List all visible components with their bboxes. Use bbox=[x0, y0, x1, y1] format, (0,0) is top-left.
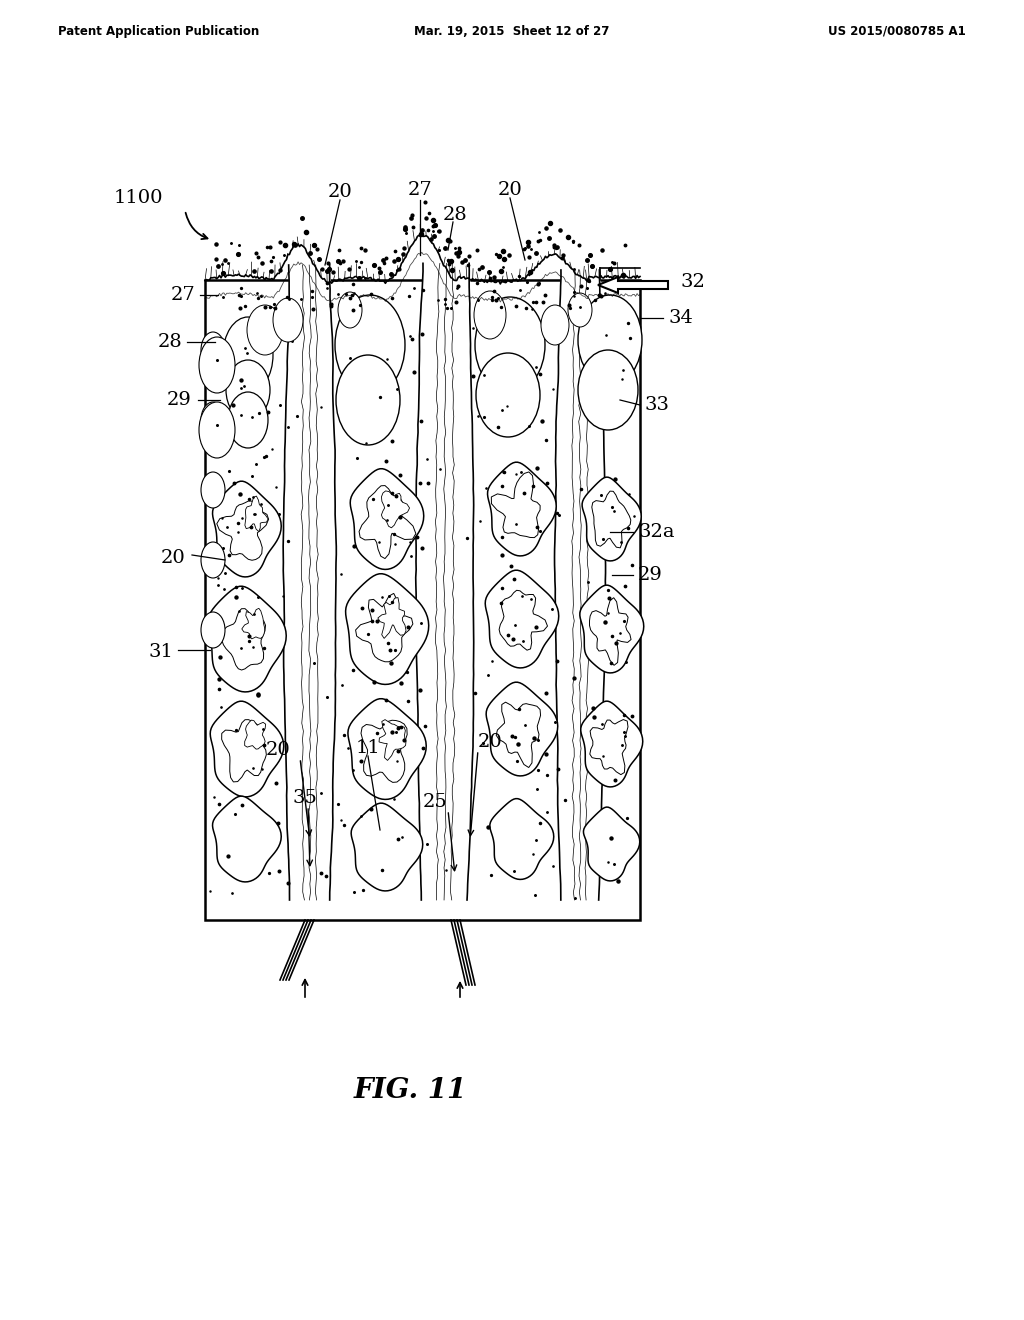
Polygon shape bbox=[590, 719, 628, 775]
Text: 29: 29 bbox=[638, 566, 663, 583]
Ellipse shape bbox=[199, 403, 234, 458]
Polygon shape bbox=[210, 701, 284, 797]
Polygon shape bbox=[242, 609, 264, 639]
Ellipse shape bbox=[201, 473, 225, 508]
Text: 31: 31 bbox=[148, 643, 173, 661]
Text: 29: 29 bbox=[167, 391, 193, 409]
FancyArrow shape bbox=[598, 277, 668, 293]
Text: Patent Application Publication: Patent Application Publication bbox=[58, 25, 259, 38]
Text: 20: 20 bbox=[160, 549, 185, 568]
Polygon shape bbox=[487, 462, 556, 556]
Ellipse shape bbox=[475, 297, 545, 393]
Ellipse shape bbox=[273, 298, 303, 342]
Text: 20: 20 bbox=[498, 181, 522, 199]
Polygon shape bbox=[584, 807, 640, 880]
Polygon shape bbox=[486, 682, 558, 776]
Text: 20: 20 bbox=[328, 183, 352, 201]
Polygon shape bbox=[221, 609, 265, 671]
Ellipse shape bbox=[199, 337, 234, 393]
Ellipse shape bbox=[223, 317, 273, 393]
Polygon shape bbox=[350, 469, 424, 569]
Ellipse shape bbox=[201, 543, 225, 578]
Polygon shape bbox=[359, 486, 416, 558]
Bar bbox=[205, 280, 640, 920]
Text: 1100: 1100 bbox=[114, 189, 163, 207]
Text: FIG. 11: FIG. 11 bbox=[353, 1077, 467, 1104]
Text: 33: 33 bbox=[645, 396, 670, 414]
Polygon shape bbox=[590, 598, 631, 665]
Polygon shape bbox=[345, 574, 429, 685]
Ellipse shape bbox=[201, 403, 225, 438]
Text: 11: 11 bbox=[355, 739, 380, 756]
Polygon shape bbox=[581, 701, 643, 787]
Polygon shape bbox=[381, 491, 410, 528]
Text: 27: 27 bbox=[170, 286, 195, 304]
Ellipse shape bbox=[226, 360, 270, 420]
Ellipse shape bbox=[568, 293, 592, 327]
Polygon shape bbox=[245, 496, 268, 532]
Ellipse shape bbox=[228, 392, 268, 447]
Polygon shape bbox=[361, 721, 408, 783]
Polygon shape bbox=[489, 799, 554, 879]
Text: 27: 27 bbox=[408, 181, 432, 199]
Polygon shape bbox=[217, 502, 268, 560]
Polygon shape bbox=[355, 594, 413, 661]
Text: 35: 35 bbox=[293, 789, 317, 807]
Polygon shape bbox=[492, 473, 540, 537]
Text: US 2015/0080785 A1: US 2015/0080785 A1 bbox=[828, 25, 966, 38]
Polygon shape bbox=[497, 702, 541, 767]
Polygon shape bbox=[592, 491, 631, 548]
Polygon shape bbox=[213, 796, 282, 882]
Ellipse shape bbox=[201, 333, 225, 368]
Ellipse shape bbox=[476, 352, 540, 437]
Ellipse shape bbox=[541, 305, 569, 345]
Polygon shape bbox=[580, 585, 644, 673]
Text: 25: 25 bbox=[423, 793, 447, 810]
Ellipse shape bbox=[247, 305, 283, 355]
Text: 32a: 32a bbox=[638, 523, 675, 541]
Text: 28: 28 bbox=[442, 206, 467, 224]
Ellipse shape bbox=[578, 350, 638, 430]
Text: 20: 20 bbox=[265, 741, 291, 759]
Text: 32: 32 bbox=[680, 273, 705, 290]
Text: 34: 34 bbox=[668, 309, 693, 327]
Polygon shape bbox=[221, 719, 266, 781]
Text: 20: 20 bbox=[477, 733, 503, 751]
Polygon shape bbox=[582, 477, 641, 561]
Ellipse shape bbox=[201, 612, 225, 648]
Ellipse shape bbox=[338, 292, 362, 327]
Ellipse shape bbox=[578, 294, 642, 385]
Polygon shape bbox=[348, 698, 426, 800]
Ellipse shape bbox=[335, 294, 406, 395]
Polygon shape bbox=[379, 719, 406, 760]
Polygon shape bbox=[378, 598, 407, 639]
Polygon shape bbox=[499, 590, 548, 651]
Polygon shape bbox=[351, 803, 423, 891]
Text: Mar. 19, 2015  Sheet 12 of 27: Mar. 19, 2015 Sheet 12 of 27 bbox=[415, 25, 609, 38]
Text: 28: 28 bbox=[158, 333, 182, 351]
Polygon shape bbox=[213, 482, 282, 577]
Polygon shape bbox=[245, 721, 265, 750]
Ellipse shape bbox=[474, 290, 506, 339]
Ellipse shape bbox=[336, 355, 400, 445]
Polygon shape bbox=[208, 586, 287, 692]
Polygon shape bbox=[485, 570, 559, 668]
